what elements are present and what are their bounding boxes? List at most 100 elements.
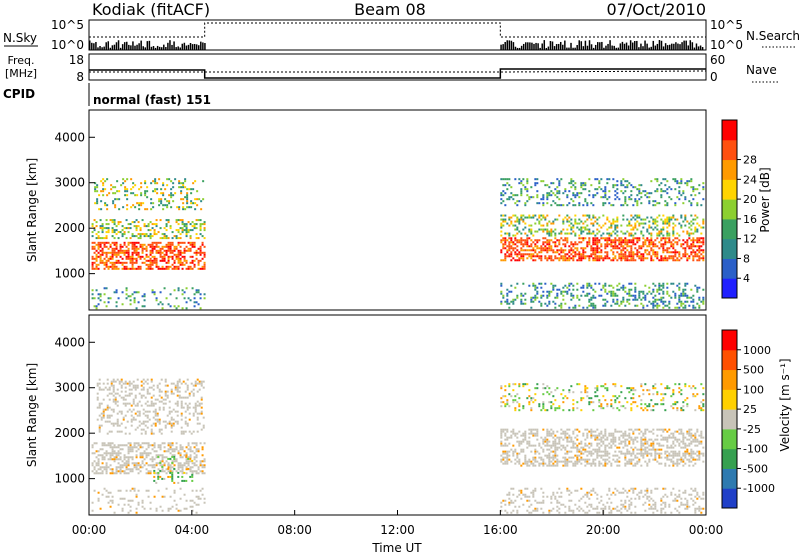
radar-cell	[138, 414, 141, 417]
radar-cell	[185, 460, 188, 463]
radar-cell	[192, 182, 195, 185]
radar-cell	[622, 284, 625, 287]
radar-cell	[622, 296, 625, 299]
radar-cell	[502, 224, 505, 227]
radar-cell	[169, 255, 172, 258]
radar-cell	[95, 255, 98, 258]
radar-cell	[123, 267, 126, 270]
radar-cell	[592, 232, 595, 235]
radar-cell	[114, 402, 117, 405]
radar-cell	[646, 462, 649, 465]
radar-cell	[674, 188, 677, 191]
radar-cell	[116, 404, 119, 407]
radar-cell	[186, 406, 189, 409]
radar-cell	[122, 206, 125, 209]
radar-cell	[106, 404, 109, 407]
radar-cell	[132, 380, 135, 383]
radar-cell	[578, 448, 581, 451]
radar-cell	[112, 200, 115, 203]
radar-cell	[135, 251, 138, 254]
radar-cell	[620, 434, 623, 437]
radar-cell	[576, 460, 579, 463]
radar-cell	[564, 446, 567, 449]
radar-cell	[93, 472, 96, 475]
radar-cell	[684, 249, 687, 252]
radar-cell	[116, 412, 119, 415]
radar-cell	[512, 383, 515, 386]
radar-cell	[516, 204, 519, 207]
radar-cell	[692, 294, 695, 297]
radar-cell	[98, 430, 101, 433]
radar-cell	[586, 444, 589, 447]
radar-cell	[518, 442, 521, 445]
radar-cell	[574, 253, 577, 256]
radar-cell	[201, 257, 204, 260]
radar-cell	[574, 241, 577, 244]
radar-cell	[102, 412, 105, 415]
radar-cell	[174, 410, 177, 413]
radar-cell	[108, 392, 111, 395]
radar-cell	[602, 450, 605, 453]
nsky-bar	[142, 46, 144, 50]
radar-cell	[187, 456, 190, 459]
radar-cell	[146, 196, 149, 199]
radar-cell	[538, 257, 541, 260]
radar-cell	[636, 216, 639, 219]
radar-cell	[506, 288, 509, 291]
radar-cell	[172, 182, 175, 185]
radar-cell	[692, 257, 695, 260]
radar-cell	[698, 257, 701, 260]
radar-cell	[530, 460, 533, 463]
radar-cell	[526, 440, 529, 443]
radar-cell	[161, 265, 164, 268]
radar-cell	[550, 228, 553, 231]
radar-cell	[662, 222, 665, 225]
radar-cell	[93, 489, 96, 492]
radar-cell	[109, 505, 112, 508]
radar-cell	[198, 404, 201, 407]
radar-cell	[612, 204, 615, 207]
radar-cell	[123, 472, 126, 475]
radar-cell	[610, 226, 613, 229]
radar-cell	[602, 464, 605, 467]
radar-cell	[169, 464, 172, 467]
nsky-bar	[121, 44, 124, 50]
radar-cell	[592, 222, 595, 225]
radar-cell	[151, 464, 154, 467]
radar-cell	[586, 243, 589, 246]
radar-cell	[105, 450, 108, 453]
radar-cell	[512, 300, 515, 303]
radar-cell	[147, 265, 150, 268]
radar-cell	[604, 247, 607, 250]
radar-cell	[578, 196, 581, 199]
radar-cell	[160, 188, 163, 191]
radar-cell	[121, 261, 124, 264]
radar-cell	[522, 462, 525, 465]
radar-cell	[626, 462, 629, 465]
radar-cell	[586, 434, 589, 437]
radar-cell	[562, 298, 565, 301]
radar-cell	[152, 394, 155, 397]
nsky-bar	[531, 42, 533, 50]
radar-cell	[157, 249, 160, 252]
radar-cell	[702, 300, 705, 303]
radar-cell	[644, 460, 647, 463]
radar-cell	[558, 460, 561, 463]
radar-cell	[676, 243, 679, 246]
radar-cell	[140, 380, 143, 383]
radar-cell	[580, 442, 583, 445]
radar-cell	[628, 241, 631, 244]
radar-cell	[181, 219, 184, 222]
radar-cell	[177, 468, 180, 471]
radar-cell	[193, 293, 196, 296]
radar-cell	[690, 224, 693, 227]
radar-cell	[141, 501, 144, 504]
radar-cell	[546, 239, 549, 242]
radar-cell	[97, 464, 100, 467]
radar-cell	[672, 222, 675, 225]
radar-cell	[608, 220, 611, 223]
radar-cell	[136, 404, 139, 407]
radar-cell	[538, 202, 541, 205]
radar-cell	[568, 245, 571, 248]
radar-cell	[636, 228, 639, 231]
